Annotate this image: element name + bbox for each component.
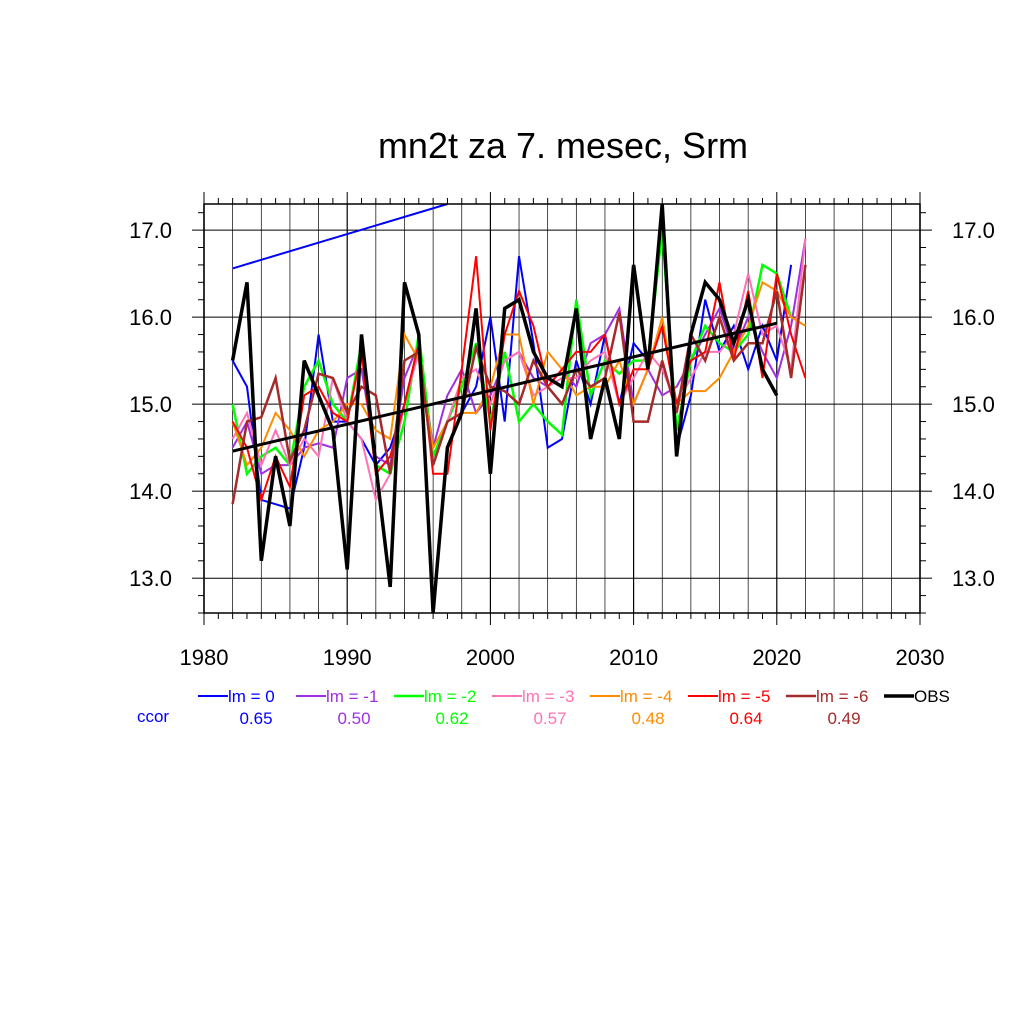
legend-label: lm = -2: [424, 687, 476, 706]
legend-ccor-value: 0.50: [337, 709, 370, 728]
legend-ccor-value: 0.49: [827, 709, 860, 728]
series-line: [231, 264, 807, 505]
series-line: [230, 203, 779, 614]
x-tick-label: 1990: [323, 645, 372, 670]
trend-lines: [232, 203, 778, 453]
y-tick-label: 15.0: [129, 392, 172, 417]
trend-line: [232, 203, 448, 270]
y-tick-label-right: 15.0: [952, 392, 995, 417]
y-tick-label: 16.0: [129, 305, 172, 330]
legend-ccor-value: 0.48: [631, 709, 664, 728]
x-tick-label: 2010: [609, 645, 658, 670]
legend-ccor-value: 0.65: [239, 709, 272, 728]
legend-ccor-value: 0.62: [435, 709, 468, 728]
plot-frame: [203, 203, 921, 614]
chart-title: mn2t za 7. mesec, Srm: [378, 125, 748, 166]
axes: 1980 1990 2000 2010 2020 2030 13.0 13.0 14.0 14.0…: [129, 192, 995, 670]
grid: [203, 204, 921, 613]
series-line: [231, 280, 806, 468]
legend-label: lm = -5: [718, 687, 770, 706]
x-tick-label: 2020: [752, 645, 801, 670]
y-tick-label-right: 17.0: [952, 218, 995, 243]
y-tick-label-right: 14.0: [952, 479, 995, 504]
ccor-label: ccor: [137, 707, 169, 726]
y-tick-label: 13.0: [129, 566, 172, 591]
x-tick-label: 2030: [896, 645, 945, 670]
trend-line: [232, 321, 778, 453]
legend-ccor-value: 0.64: [729, 709, 762, 728]
legend-label: lm = 0: [228, 687, 275, 706]
legend-label: OBS: [914, 687, 950, 706]
legend: ccor lm = 0 0.65 lm = -1 0.50 lm = -2 0.62 lm …: [137, 687, 950, 728]
legend-label: lm = -1: [326, 687, 378, 706]
legend-label: lm = -4: [620, 687, 672, 706]
legend-label: lm = -3: [522, 687, 574, 706]
y-tick-label-right: 16.0: [952, 305, 995, 330]
y-tick-label-right: 13.0: [952, 566, 995, 591]
legend-label: lm = -6: [816, 687, 868, 706]
x-tick-label: 2000: [466, 645, 515, 670]
y-tick-label: 14.0: [129, 479, 172, 504]
y-tick-label: 17.0: [129, 218, 172, 243]
legend-ccor-value: 0.57: [533, 709, 566, 728]
x-tick-label: 1980: [180, 645, 229, 670]
series-line: [231, 256, 807, 504]
